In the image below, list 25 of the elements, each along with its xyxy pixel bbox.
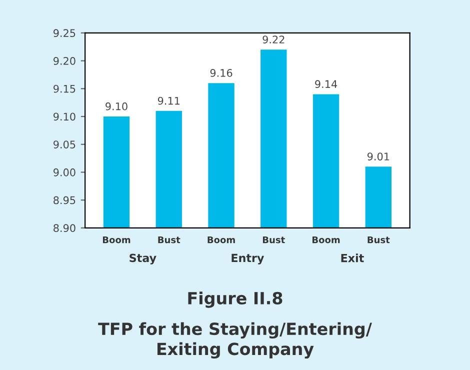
x-tick-label: Bust <box>158 236 180 244</box>
y-tick-label: 9.10 <box>54 112 76 121</box>
y-tick-label: 9.15 <box>54 84 76 93</box>
x-tick-label: Bust <box>262 236 285 244</box>
data-label: 9.22 <box>262 36 284 44</box>
text: Exit <box>341 254 364 262</box>
data-label: 9.16 <box>210 69 232 77</box>
data-label: 9.14 <box>315 80 338 88</box>
x-tick-label: Boom <box>102 236 130 244</box>
data-label: 9.01 <box>367 152 390 160</box>
y-tick-label: 9.05 <box>54 140 76 148</box>
y-tick-label: 8.95 <box>54 196 76 204</box>
data-label: 9.10 <box>106 102 128 110</box>
text: TFP for the Staying/Entering/ Exiting Company <box>98 322 372 359</box>
x-tick-label: Boom <box>208 236 235 244</box>
text: Stay <box>130 254 156 264</box>
text: Figure II.8 <box>188 292 282 308</box>
y-tick-label: 8.90 <box>54 224 76 232</box>
y-tick-label: 9.20 <box>54 57 76 65</box>
y-tick-label: 9.25 <box>54 29 76 38</box>
x-tick-label: Boom <box>312 236 340 244</box>
x-tick-label: Bust <box>368 236 390 244</box>
data-label: 9.11 <box>158 96 180 105</box>
y-tick-label: 9.00 <box>54 168 76 176</box>
text: Entry <box>232 254 264 264</box>
